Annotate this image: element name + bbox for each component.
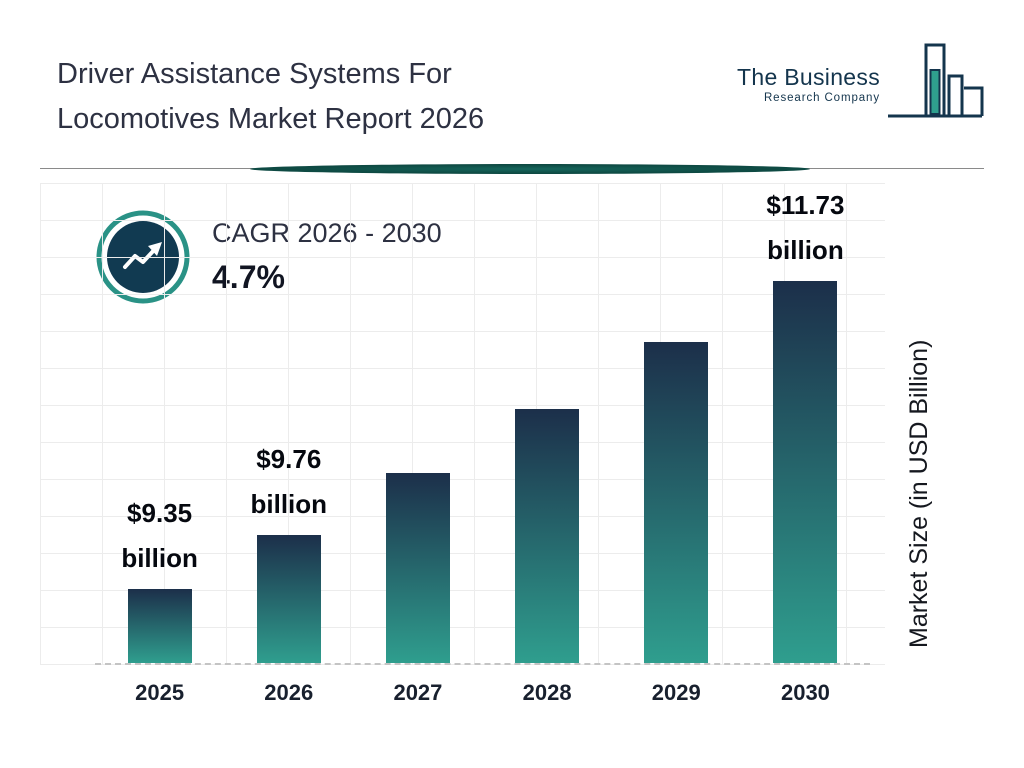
x-tick-label-2027: 2027 <box>393 680 443 705</box>
bar-column-2030: $11.73 billion <box>741 183 870 663</box>
page-title: Driver Assistance Systems For Locomotive… <box>57 52 677 142</box>
bars-region: $9.35 billion $9.76 billion $11.73 billion <box>95 183 870 665</box>
y-axis-label: Market Size (in USD Billion) <box>905 339 933 648</box>
x-tick-label-2025: 2025 <box>135 680 185 705</box>
company-subname: Research Company <box>763 91 880 104</box>
bar-column-2025: $9.35 billion <box>95 183 224 663</box>
bar-2028 <box>515 409 580 663</box>
page-title-line2: Locomotives Market Report 2026 <box>57 103 485 135</box>
bar-column-2028 <box>483 183 612 663</box>
bar-2030 <box>773 281 838 663</box>
chart-gridlines <box>40 183 885 665</box>
page-title-line1: Driver Assistance Systems For <box>57 58 452 90</box>
bar-2026 <box>256 535 321 663</box>
company-logo: The Business Research Company <box>737 42 986 125</box>
x-tick-label-2029: 2029 <box>651 680 701 705</box>
bar-2027 <box>385 473 450 663</box>
x-tick-label-2028: 2028 <box>522 680 572 705</box>
header-divider <box>40 163 984 175</box>
bar-value-label-2025: $9.35 billion <box>121 498 198 573</box>
bar-chart-logo-icon <box>886 42 986 125</box>
bar-column-2029 <box>612 183 741 663</box>
x-tick-label-2026: 2026 <box>264 680 314 705</box>
bar-2029 <box>644 342 709 663</box>
bar-column-2027 <box>353 183 482 663</box>
x-tick-label-2030: 2030 <box>780 680 830 705</box>
x-axis-labels: 2025 2026 2027 2028 2029 2030 <box>95 680 870 706</box>
bar-value-label-2026: $9.76 billion <box>250 444 328 519</box>
divider-lens-shape <box>250 164 810 174</box>
bar-column-2026: $9.76 billion <box>224 183 353 663</box>
company-name: The Business <box>737 63 880 90</box>
company-logo-text: The Business Research Company <box>737 64 880 104</box>
bar-2025 <box>127 589 192 663</box>
bar-value-label-2030: $11.73 billion <box>766 190 845 265</box>
